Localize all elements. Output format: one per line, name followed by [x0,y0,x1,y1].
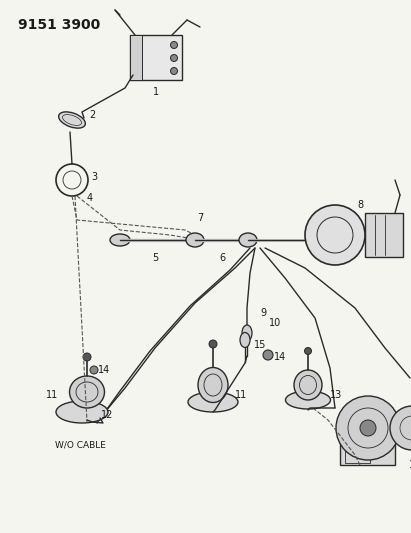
Ellipse shape [198,367,228,402]
Circle shape [171,68,178,75]
Ellipse shape [209,340,217,348]
Circle shape [390,406,411,450]
Text: W/O CABLE: W/O CABLE [55,440,106,449]
Text: 12: 12 [101,410,113,420]
Ellipse shape [186,233,204,247]
Text: 2: 2 [89,110,95,120]
Text: 14: 14 [98,365,110,375]
Ellipse shape [69,376,104,408]
Text: 7: 7 [197,213,203,223]
Ellipse shape [286,391,330,409]
Ellipse shape [305,348,312,354]
Ellipse shape [239,233,257,247]
Text: 8: 8 [357,200,363,210]
Circle shape [305,205,365,265]
Circle shape [336,396,400,460]
Text: 13: 13 [330,390,342,400]
Text: 15: 15 [254,340,266,350]
Text: 6: 6 [219,253,225,263]
Circle shape [263,350,273,360]
Circle shape [360,420,376,436]
Ellipse shape [59,112,85,128]
Ellipse shape [56,401,108,423]
Text: 10: 10 [269,318,281,328]
Ellipse shape [240,333,250,348]
Text: 5: 5 [152,253,158,263]
Bar [345,438,370,463]
Text: 11: 11 [46,390,58,400]
Text: 11: 11 [235,390,247,400]
Text: 3: 3 [91,172,97,182]
Ellipse shape [294,370,322,400]
Bar [130,35,142,80]
Text: 16: 16 [409,460,411,470]
Text: 9151 3900: 9151 3900 [18,18,100,32]
Ellipse shape [110,234,130,246]
Bar [130,35,182,80]
Ellipse shape [83,353,91,361]
Bar [340,420,395,465]
Ellipse shape [188,392,238,412]
Text: 14: 14 [274,352,286,362]
Text: 1: 1 [153,87,159,97]
Circle shape [171,42,178,49]
Circle shape [90,366,98,374]
Circle shape [171,54,178,61]
Bar [365,213,403,257]
Text: 9: 9 [260,308,266,318]
Text: 4: 4 [87,193,93,203]
Ellipse shape [242,325,252,341]
